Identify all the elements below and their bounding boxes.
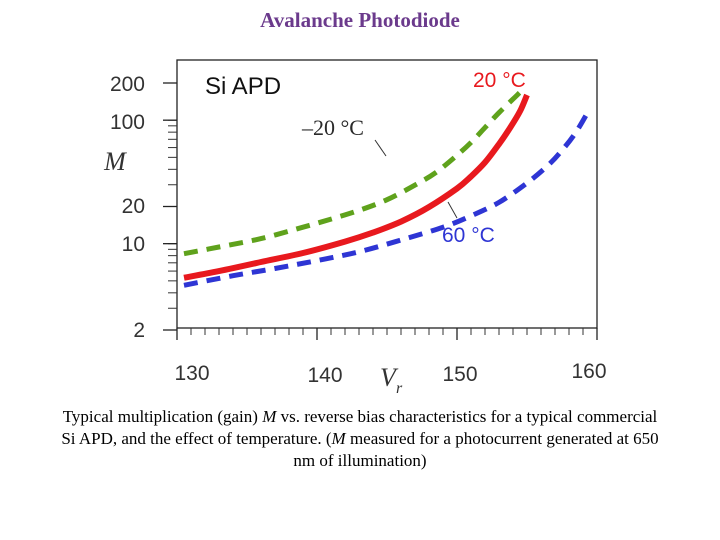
annotation-minus20C: –20 °C [301,115,364,140]
x-tick-label-140: 140 [307,364,342,387]
caption-part-2: vs. reverse bias characteristics for a t… [61,407,658,448]
y-tick-label-10: 10 [122,233,145,256]
x-tick-label-160: 160 [571,360,606,383]
axis-major-ticks [163,82,598,340]
gain-vs-bias-chart: 200 100 20 10 2 130 140 150 160 M V r Si… [103,59,607,397]
slide-title: Avalanche Photodiode [260,8,460,32]
series-line-60C [183,106,593,288]
y-tick-label-100: 100 [110,111,145,134]
y-tick-label-20: 20 [122,195,145,218]
caption-part-3: measured for a photocurrent generated at… [293,429,659,470]
series-line-minus20C [183,90,522,257]
series-line-20C [183,93,530,281]
x-tick-label-150: 150 [442,363,477,386]
caption-part-1: Typical multiplication (gain) [62,407,263,426]
annotation-60C: 60 °C [442,224,495,247]
x-axis-label: V [380,363,399,392]
caption-m-symbol-2: M [331,429,346,448]
y-tick-label-2: 2 [133,319,145,342]
series-layer [183,90,593,288]
y-tick-label-200: 200 [110,73,145,96]
figure-caption: Typical multiplication (gain) M vs. reve… [60,406,660,472]
annotation-20C: 20 °C [473,69,526,92]
plot-frame [176,59,598,329]
x-tick-label-130: 130 [174,362,209,385]
annotation-60C-leader [447,201,458,219]
x-axis-label-subscript: r [396,380,403,397]
y-axis-label: M [103,147,127,176]
annotation-minus20C-leader [374,139,387,157]
caption-m-symbol-1: M [262,407,277,426]
chart-title: Si APD [205,73,281,100]
